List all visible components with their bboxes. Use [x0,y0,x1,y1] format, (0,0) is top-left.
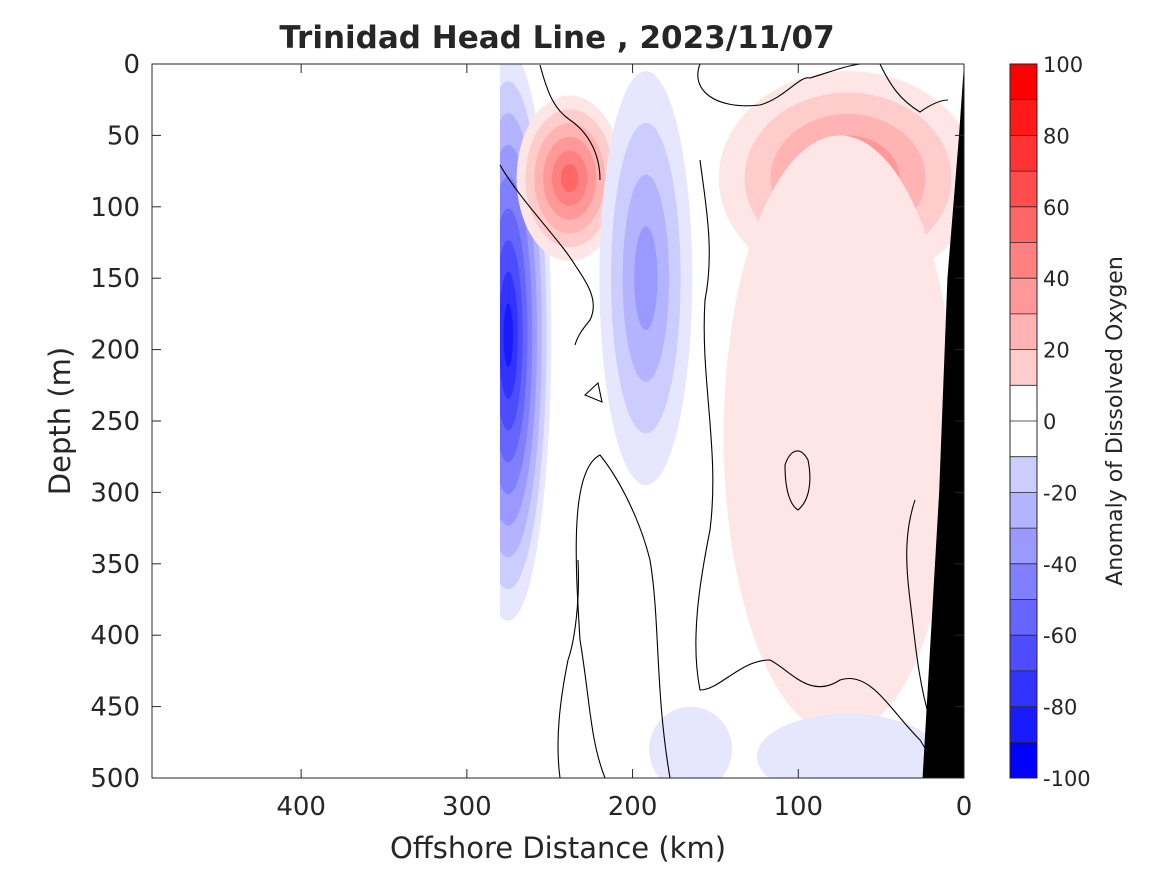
colorbar-segment [1010,599,1037,636]
zero-contour-line [539,64,601,181]
colorbar-tick-label: 0 [1043,410,1056,434]
colorbar-tick-label: 20 [1043,339,1070,363]
y-tick-label: 350 [90,550,140,580]
zero-contour-line [697,64,861,107]
colorbar-segment [1010,528,1037,564]
colorbar-tick-label: -40 [1043,553,1077,577]
x-tick-label: 0 [956,792,973,822]
y-tick-label: 250 [90,407,140,437]
anomaly-contour-fill [756,713,940,778]
colorbar-segment [1010,99,1037,136]
colorbar-segment [1010,385,1037,421]
colorbar-segment [1010,313,1037,350]
y-axis-label: Depth (m) [43,347,77,495]
colorbar-tick-label: -80 [1043,696,1077,720]
colorbar-tick-label: 60 [1043,196,1070,220]
colorbar-tick-label: 40 [1043,267,1070,291]
chart-title: Trinidad Head Line , 2023/11/07 [279,20,834,56]
plot-area [152,64,964,778]
colorbar-segment [1010,171,1037,207]
colorbar-segment [1010,670,1037,707]
x-tick-label: 300 [442,792,492,822]
colorbar: 100 80 60 40 20 0 -20 -40 -60 -80 -100 [1009,53,1091,791]
x-axis-label: Offshore Distance (km) [390,831,726,865]
colorbar-tick-label: -100 [1043,767,1091,791]
colorbar-segment [1010,135,1037,172]
zero-contour-lines [499,64,949,778]
colorbar-tick-label: 100 [1043,53,1083,77]
colorbar-segment [1010,421,1037,457]
colorbar-tick-label: -60 [1043,624,1077,648]
colorbar-segment [1010,635,1037,671]
y-tick-label: 150 [90,264,140,294]
anomaly-contour-fill [503,303,514,368]
colorbar-segment [1010,492,1037,529]
x-tick-label: 400 [276,792,326,822]
y-axis: 0 50 100 150 200 250 300 350 400 450 500 [90,50,964,794]
y-tick-label: 400 [90,621,140,651]
y-tick-label: 100 [90,193,140,223]
zero-contour-line [784,450,811,511]
colorbar-label: Anomaly of Dissolved Oxygen [1103,256,1128,586]
zero-contour-line [906,499,931,721]
anomaly-contour-fill [560,164,579,193]
colorbar-segment [1010,349,1037,386]
anomaly-contour-fill [723,135,956,736]
bottom-topography [922,64,964,778]
anomaly-feature [516,95,623,262]
anomaly-contour-fill [634,226,658,330]
x-axis: 400 300 200 100 0 [276,64,972,822]
y-tick-label: 50 [107,121,140,151]
colorbar-segment [1010,242,1037,279]
zero-contour-line [575,454,671,778]
y-tick-label: 200 [90,336,140,366]
anomaly-feature [756,713,940,778]
zero-contour-line [557,559,579,778]
colorbar-tick-label: 80 [1043,124,1070,148]
anomaly-feature [599,71,693,486]
colorbar-segment [1010,206,1037,243]
zero-contour-line [583,381,603,403]
y-tick-label: 450 [90,693,140,723]
zero-contour-line [695,159,941,778]
colorbar-segment [1010,563,1037,600]
y-tick-label: 300 [90,478,140,508]
colorbar-tick-label: -20 [1043,481,1077,505]
x-tick-label: 100 [773,792,823,822]
zero-contour-line [879,64,949,113]
anomaly-contour-fill [649,706,732,778]
anomaly-layer [500,64,964,778]
colorbar-segment [1010,742,1037,778]
anomaly-feature [649,706,732,778]
colorbar-segment [1010,64,1037,100]
y-tick-label: 500 [90,764,140,794]
colorbar-segment [1010,278,1037,314]
colorbar-segment [1010,706,1037,743]
y-tick-label: 0 [123,50,140,80]
x-tick-label: 200 [608,792,658,822]
colorbar-segment [1010,456,1037,493]
anomaly-feature [723,135,956,736]
zero-contour-line [499,164,594,346]
